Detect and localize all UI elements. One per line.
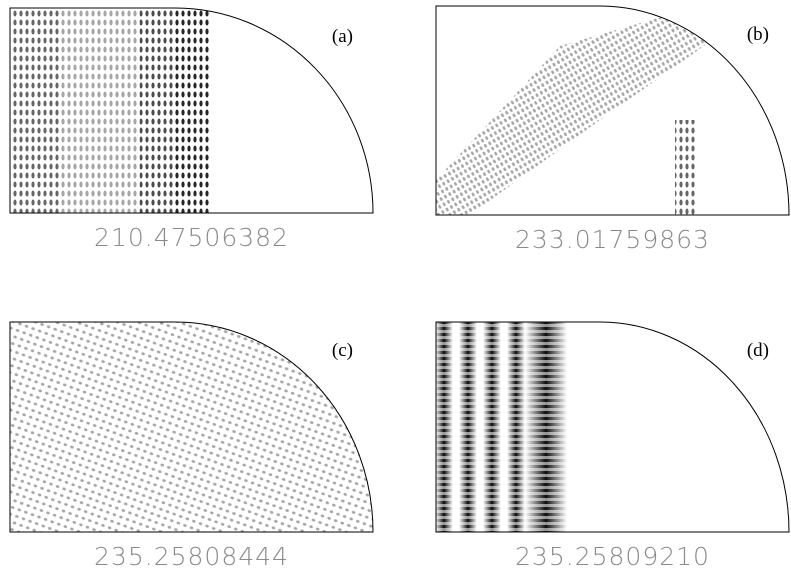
wave-band — [436, 6, 760, 215]
density-plot — [436, 6, 760, 215]
wave-lines — [436, 322, 586, 532]
panel-label: (a) — [332, 26, 353, 47]
density-plot — [10, 8, 210, 213]
wave-band — [175, 8, 210, 213]
panel: (a) 210.47506382 — [10, 8, 373, 252]
wave-band — [675, 120, 697, 215]
eigenvalue: 210.47506382 — [94, 223, 289, 252]
panel-label: (c) — [332, 340, 353, 361]
figure: (a) 210.47506382 (b) 233.01759863 (c) 235.258… — [0, 0, 791, 570]
wave-band — [60, 8, 140, 213]
density-plot — [435, 322, 586, 532]
eigenvalue: 233.01759863 — [515, 225, 710, 254]
panel-label: (b) — [747, 24, 769, 45]
wave-field — [10, 322, 373, 532]
density-plot — [10, 322, 373, 532]
panel: (b) 233.01759863 — [436, 6, 789, 254]
panel-label: (d) — [747, 340, 769, 361]
wave-band — [140, 8, 175, 213]
wave-band — [10, 8, 60, 213]
panel: (d) 235.25809210 — [435, 322, 789, 570]
eigenvalue: 235.25809210 — [515, 542, 710, 570]
panel: (c) 235.25808444 — [10, 322, 373, 570]
eigenvalue: 235.25808444 — [94, 542, 289, 570]
